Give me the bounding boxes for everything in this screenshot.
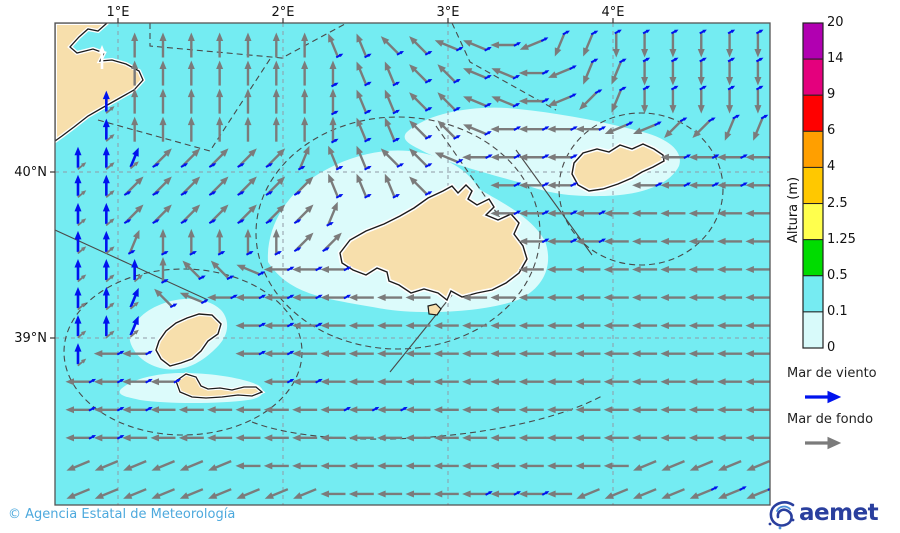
wind-sea-legend-label: Mar de viento	[787, 366, 877, 381]
mainland-coast	[55, 23, 146, 144]
swell-arrow-sample	[805, 436, 842, 450]
colorbar-tick-label: 1.25	[827, 231, 856, 247]
copyright-text: © Agencia Estatal de Meteorología	[8, 507, 236, 522]
swell-legend-label: Mar de fondo	[787, 412, 874, 427]
lon-label-3e: 3°E	[436, 5, 460, 20]
colorbar-tick-label: 9	[827, 87, 836, 103]
colorbar-tick-label: 20	[827, 15, 844, 30]
lon-label-1e: 1°E	[106, 5, 130, 20]
sea-state-arrow-field	[65, 29, 770, 499]
island-formentera	[173, 372, 266, 400]
lat-label-39n: 39°N	[14, 331, 47, 346]
colorbar-tick-label: 6	[827, 123, 836, 139]
lon-label-2e: 2°E	[271, 5, 295, 20]
aemet-logo-icon	[768, 501, 795, 530]
island-menorca	[569, 141, 667, 194]
colorbar-tick-label: 14	[827, 51, 844, 67]
island-mallorca	[337, 181, 530, 304]
colorbar-frame	[802, 22, 824, 349]
landmasses	[55, 23, 667, 400]
wind-sea-arrow-sample	[805, 390, 842, 404]
aemet-logo-text: aemet	[799, 500, 879, 526]
axis-ticks	[50, 18, 614, 339]
island-ibiza	[153, 311, 224, 369]
map-border	[54, 22, 771, 506]
colorbar-tick-label: 0.5	[827, 267, 848, 283]
waveheight-colorbar	[802, 22, 824, 349]
colorbar-title: Altura (m)	[786, 176, 801, 243]
colorbar-tick-label: 0.1	[827, 303, 848, 319]
lat-label-40n: 40°N	[14, 165, 47, 180]
colorbar-tick-label: 2.5	[827, 195, 848, 211]
colorbar-tick-label: 0	[827, 340, 836, 355]
legend-arrows	[805, 390, 842, 450]
lon-label-4e: 4°E	[601, 5, 625, 20]
island-cabrera	[427, 303, 442, 316]
colorbar-tick-label: 4	[827, 159, 836, 175]
